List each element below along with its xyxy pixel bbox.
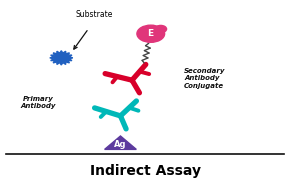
Polygon shape (50, 51, 73, 65)
Circle shape (137, 25, 165, 42)
Text: Substrate: Substrate (76, 10, 113, 19)
Polygon shape (105, 136, 136, 149)
Text: Indirect Assay: Indirect Assay (90, 163, 200, 177)
Text: Ag: Ag (114, 140, 127, 148)
Text: Primary
Antibody: Primary Antibody (21, 96, 56, 109)
Text: Secondary
Antibody
Conjugate: Secondary Antibody Conjugate (184, 68, 225, 89)
Text: E: E (147, 29, 153, 38)
Circle shape (155, 25, 166, 33)
